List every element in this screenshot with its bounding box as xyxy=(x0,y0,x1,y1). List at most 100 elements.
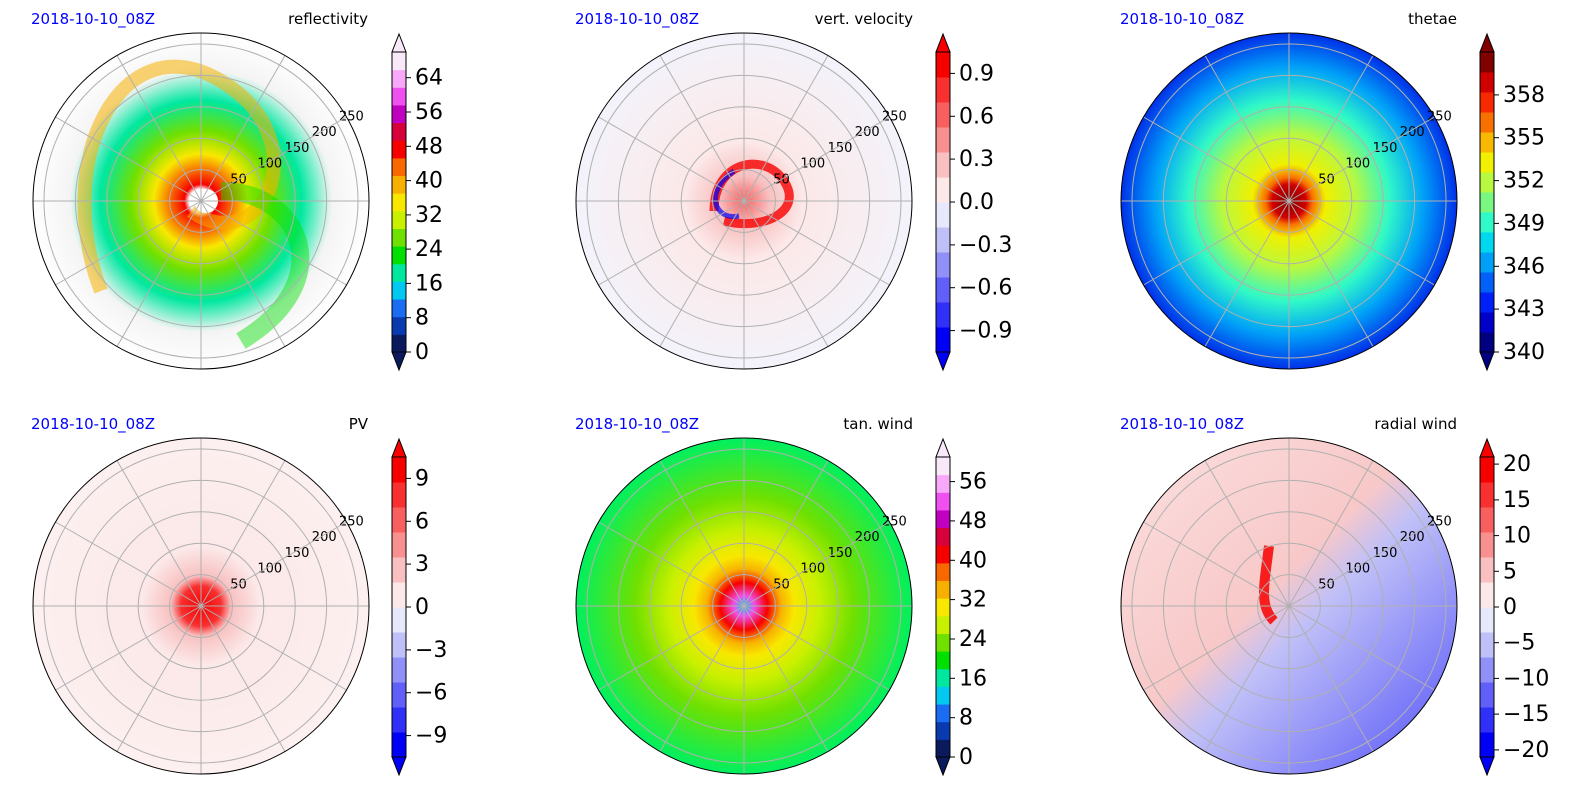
colorbar-tick-label: 349 xyxy=(1503,211,1545,236)
colorbar-swatch xyxy=(1480,232,1494,253)
colorbar-tick-label: 0.0 xyxy=(959,190,994,215)
colorbar-swatch xyxy=(936,545,950,564)
colorbar-tick-label: 64 xyxy=(415,66,443,91)
colorbar-swatch xyxy=(1480,532,1494,558)
polar-plot: 50100150200250 xyxy=(32,32,370,370)
panel-title: thetae xyxy=(1408,10,1457,28)
range-ring-label: 100 xyxy=(800,157,825,172)
colorbar-swatch xyxy=(936,562,950,582)
colorbar-tick-label: 0.9 xyxy=(959,61,994,86)
range-ring-label: 200 xyxy=(312,530,337,545)
azimuth-spoke xyxy=(200,521,347,607)
polar-frame xyxy=(1120,437,1458,775)
colorbar-swatch xyxy=(936,704,950,723)
polar-frame xyxy=(1120,32,1458,370)
colorbar: −20 −15 −10 −5 0 5 10 15 20 xyxy=(1479,437,1549,777)
colorbar-tick-label: −6 xyxy=(415,681,447,706)
colorbar-tick-label: 355 xyxy=(1503,126,1545,151)
range-ring-label: 150 xyxy=(828,141,853,156)
colorbar-swatch xyxy=(1480,52,1494,73)
colorbar-tick-label: −3 xyxy=(415,638,447,663)
azimuth-spoke xyxy=(659,200,745,347)
azimuth-spoke xyxy=(598,605,745,691)
colorbar-swatch xyxy=(392,281,406,300)
colorbar-swatch xyxy=(936,52,950,78)
panel-vert-velocity: 2018-10-10_08Z vert. velocity 5010015020… xyxy=(575,10,1012,372)
colorbar-swatch xyxy=(392,140,406,159)
colorbar-tick-label: 0 xyxy=(415,340,429,365)
colorbar-swatch xyxy=(392,104,406,124)
azimuth-spoke xyxy=(1204,55,1290,202)
spiral-band xyxy=(220,182,310,349)
colorbar-tick-label: 5 xyxy=(1503,559,1517,584)
colorbar-swatch xyxy=(1480,507,1494,533)
colorbar-swatch xyxy=(936,651,950,670)
colorbar-tick-label: 24 xyxy=(959,627,987,652)
colorbar-swatch xyxy=(392,316,406,335)
azimuth-spoke xyxy=(659,460,745,607)
panel-reflectivity: 2018-10-10_08Z reflectivity 501001502002… xyxy=(31,10,443,372)
azimuth-spoke xyxy=(116,200,202,347)
colorbar-swatch xyxy=(392,582,406,608)
colorbar-tick-label: 32 xyxy=(415,203,443,228)
azimuth-spoke xyxy=(55,116,202,202)
colorbar-swatch xyxy=(392,52,406,71)
colorbar-extend-max xyxy=(1479,32,1495,53)
colorbar-extend-min xyxy=(1479,351,1495,372)
colorbar-frame xyxy=(935,456,951,758)
polar-frame xyxy=(575,32,913,370)
range-ring-label: 250 xyxy=(882,515,907,530)
colorbar-tick-label: 8 xyxy=(959,706,973,731)
azimuth-spoke xyxy=(743,200,829,347)
colorbar-frame xyxy=(391,51,407,353)
colorbar-swatch xyxy=(1480,312,1494,333)
azimuth-spoke xyxy=(1288,605,1374,752)
colorbar-tick-label: 40 xyxy=(959,548,987,573)
colorbar-swatch xyxy=(936,252,950,278)
downdraft-band xyxy=(713,168,740,219)
panel-date-label: 2018-10-10_08Z xyxy=(575,10,699,29)
colorbar-swatch xyxy=(392,607,406,633)
panel-pv: 2018-10-10_08Z PV 50100150200250 −9 −6 −3 0… xyxy=(31,415,447,777)
azimuth-spoke xyxy=(116,460,202,607)
panel-date-label: 2018-10-10_08Z xyxy=(575,415,699,434)
colorbar-swatch xyxy=(1480,92,1494,113)
colorbar-frame xyxy=(1479,51,1495,353)
colorbar-tick-label: 15 xyxy=(1503,488,1531,513)
colorbar-swatch xyxy=(392,657,406,683)
colorbar-swatch xyxy=(1480,682,1494,708)
panel-date-label: 2018-10-10_08Z xyxy=(1120,415,1244,434)
range-ring-label: 250 xyxy=(1427,515,1452,530)
range-ring-label: 100 xyxy=(800,562,825,577)
colorbar-tick-label: 0.6 xyxy=(959,104,994,129)
colorbar-swatch xyxy=(936,127,950,153)
azimuth-spoke xyxy=(55,605,202,691)
polar-frame xyxy=(32,32,370,370)
azimuth-spoke xyxy=(743,55,829,202)
colorbar-swatch xyxy=(936,668,950,687)
colorbar-swatch xyxy=(936,474,950,493)
range-ring-label: 150 xyxy=(1373,141,1398,156)
colorbar-swatch xyxy=(1480,557,1494,583)
colorbar-tick-label: −5 xyxy=(1503,631,1535,656)
range-ring-label: 100 xyxy=(1345,157,1370,172)
polar-frame xyxy=(575,437,913,775)
colorbar-swatch xyxy=(392,334,406,353)
azimuth-spoke xyxy=(1143,200,1290,286)
colorbar-swatch xyxy=(1480,332,1494,353)
range-ring-label: 250 xyxy=(339,110,364,125)
range-ring-label: 150 xyxy=(285,141,310,156)
colorbar-swatch xyxy=(936,580,950,599)
azimuth-spoke xyxy=(1143,521,1290,607)
colorbar-swatch xyxy=(392,632,406,658)
azimuth-spoke xyxy=(1288,200,1435,286)
panel-date-label: 2018-10-10_08Z xyxy=(1120,10,1244,29)
azimuth-spoke xyxy=(1288,521,1435,607)
azimuth-spoke xyxy=(598,116,745,202)
panel-thetae: 2018-10-10_08Z thetae 50100150200250 340… xyxy=(1120,10,1545,372)
colorbar-swatch xyxy=(936,721,950,740)
polar-plot: 50100150200250 xyxy=(575,32,913,370)
polar-plot: 50100150200250 xyxy=(32,437,370,775)
colorbar-tick-label: 0 xyxy=(1503,595,1517,620)
